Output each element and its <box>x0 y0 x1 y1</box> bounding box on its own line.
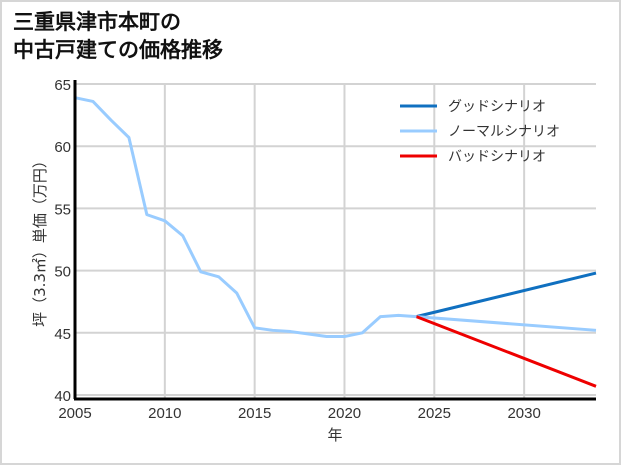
legend-label: グッドシナリオ <box>448 99 546 115</box>
x-tick-label: 2010 <box>148 405 181 422</box>
y-tick-label: 55 <box>54 201 71 218</box>
x-tick-label: 2020 <box>328 405 361 422</box>
title-line-1: 三重県津市本町の <box>13 10 181 34</box>
legend-label: ノーマルシナリオ <box>448 124 560 140</box>
legend-label: バッドシナリオ <box>448 149 546 165</box>
y-tick-label: 45 <box>54 326 71 343</box>
x-tick-label: 2025 <box>418 405 451 422</box>
y-tick-label: 60 <box>54 139 71 156</box>
normal-scenario-line <box>416 315 597 332</box>
good-scenario-line <box>415 271 597 319</box>
data-lines <box>74 96 597 388</box>
y-axis-label: 坪（3.3㎡）単価（万円） <box>31 153 49 327</box>
x-tick-label: 2005 <box>58 405 91 422</box>
y-tick-label: 40 <box>54 388 71 405</box>
gridlines <box>75 83 596 399</box>
x-tick-label: 2030 <box>507 405 540 422</box>
axes <box>73 80 596 401</box>
y-tick-label: 65 <box>54 77 71 94</box>
tick-labels: 40 45 50 55 60 65 2005 2010 2015 2020 2025 2030 <box>54 77 541 422</box>
title-line-2: 中古戸建ての価格推移 <box>13 38 223 62</box>
x-tick-label: 2015 <box>238 405 271 422</box>
chart-title: 三重県津市本町の 中古戸建ての価格推移 <box>13 8 223 64</box>
historical-line <box>74 96 417 339</box>
bad-scenario-line <box>415 315 597 388</box>
y-tick-label: 50 <box>54 264 71 281</box>
x-axis-label: 年 <box>327 427 342 444</box>
